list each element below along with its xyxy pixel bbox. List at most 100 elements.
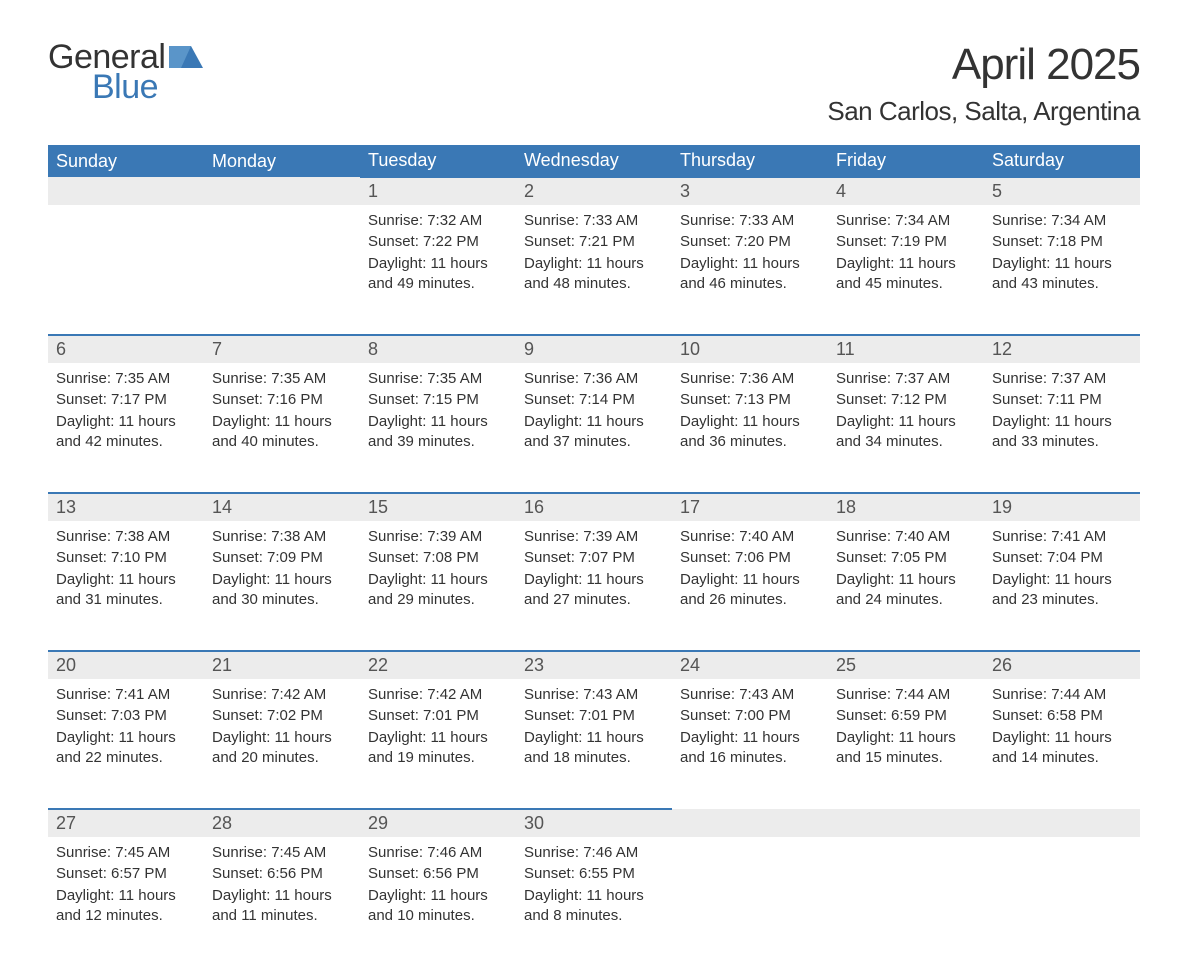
day-content: Sunrise: 7:36 AMSunset: 7:13 PMDaylight:… (672, 363, 828, 461)
day-number-cell (828, 809, 984, 837)
sunrise-line: Sunrise: 7:41 AM (56, 685, 196, 705)
sunrise-line: Sunrise: 7:43 AM (524, 685, 664, 705)
daylight-line: Daylight: 11 hours and 23 minutes. (992, 570, 1132, 611)
day-content: Sunrise: 7:46 AMSunset: 6:55 PMDaylight:… (516, 837, 672, 935)
day-content: Sunrise: 7:34 AMSunset: 7:18 PMDaylight:… (984, 205, 1140, 303)
sunrise-line: Sunrise: 7:33 AM (680, 211, 820, 231)
day-number-cell: 14 (204, 493, 360, 521)
daylight-line: Daylight: 11 hours and 20 minutes. (212, 728, 352, 769)
daylight-line: Daylight: 11 hours and 31 minutes. (56, 570, 196, 611)
weekday-header: Friday (828, 145, 984, 177)
day-content: Sunrise: 7:37 AMSunset: 7:11 PMDaylight:… (984, 363, 1140, 461)
day-content-cell: Sunrise: 7:36 AMSunset: 7:13 PMDaylight:… (672, 363, 828, 493)
sunset-line: Sunset: 6:56 PM (368, 864, 508, 884)
sunrise-line: Sunrise: 7:40 AM (836, 527, 976, 547)
day-number-cell (204, 177, 360, 205)
day-content-cell: Sunrise: 7:35 AMSunset: 7:15 PMDaylight:… (360, 363, 516, 493)
daylight-line: Daylight: 11 hours and 11 minutes. (212, 886, 352, 927)
sunset-line: Sunset: 7:21 PM (524, 232, 664, 252)
day-content-cell: Sunrise: 7:43 AMSunset: 7:00 PMDaylight:… (672, 679, 828, 809)
day-number-cell: 27 (48, 809, 204, 837)
day-content-cell: Sunrise: 7:41 AMSunset: 7:03 PMDaylight:… (48, 679, 204, 809)
sunset-line: Sunset: 6:59 PM (836, 706, 976, 726)
day-content-row: Sunrise: 7:45 AMSunset: 6:57 PMDaylight:… (48, 837, 1140, 967)
day-content-cell: Sunrise: 7:34 AMSunset: 7:18 PMDaylight:… (984, 205, 1140, 335)
day-content-row: Sunrise: 7:38 AMSunset: 7:10 PMDaylight:… (48, 521, 1140, 651)
day-content: Sunrise: 7:43 AMSunset: 7:01 PMDaylight:… (516, 679, 672, 777)
day-number-cell: 10 (672, 335, 828, 363)
page-title: April 2025 (827, 40, 1140, 90)
day-content: Sunrise: 7:32 AMSunset: 7:22 PMDaylight:… (360, 205, 516, 303)
day-number-cell: 8 (360, 335, 516, 363)
day-number-cell (672, 809, 828, 837)
daylight-line: Daylight: 11 hours and 19 minutes. (368, 728, 508, 769)
day-content: Sunrise: 7:44 AMSunset: 6:59 PMDaylight:… (828, 679, 984, 777)
sunset-line: Sunset: 6:55 PM (524, 864, 664, 884)
daylight-line: Daylight: 11 hours and 22 minutes. (56, 728, 196, 769)
sunrise-line: Sunrise: 7:35 AM (212, 369, 352, 389)
day-content: Sunrise: 7:35 AMSunset: 7:16 PMDaylight:… (204, 363, 360, 461)
daylight-line: Daylight: 11 hours and 18 minutes. (524, 728, 664, 769)
sunrise-line: Sunrise: 7:44 AM (836, 685, 976, 705)
day-content-cell (204, 205, 360, 335)
sunset-line: Sunset: 7:04 PM (992, 548, 1132, 568)
daylight-line: Daylight: 11 hours and 16 minutes. (680, 728, 820, 769)
sunrise-line: Sunrise: 7:36 AM (524, 369, 664, 389)
day-content: Sunrise: 7:34 AMSunset: 7:19 PMDaylight:… (828, 205, 984, 303)
weekday-header: Sunday (48, 145, 204, 177)
sunrise-line: Sunrise: 7:34 AM (836, 211, 976, 231)
day-content-cell: Sunrise: 7:37 AMSunset: 7:11 PMDaylight:… (984, 363, 1140, 493)
sunset-line: Sunset: 7:09 PM (212, 548, 352, 568)
day-content-cell: Sunrise: 7:40 AMSunset: 7:06 PMDaylight:… (672, 521, 828, 651)
day-content: Sunrise: 7:42 AMSunset: 7:02 PMDaylight:… (204, 679, 360, 777)
day-number-cell: 6 (48, 335, 204, 363)
sunrise-line: Sunrise: 7:45 AM (212, 843, 352, 863)
brand-logo: General Blue (48, 40, 203, 104)
sunset-line: Sunset: 7:14 PM (524, 390, 664, 410)
sunrise-line: Sunrise: 7:42 AM (212, 685, 352, 705)
sunset-line: Sunset: 7:15 PM (368, 390, 508, 410)
sunset-line: Sunset: 7:01 PM (368, 706, 508, 726)
sunset-line: Sunset: 7:00 PM (680, 706, 820, 726)
day-content-cell: Sunrise: 7:39 AMSunset: 7:07 PMDaylight:… (516, 521, 672, 651)
day-number-row: 27282930 (48, 809, 1140, 837)
day-number-cell: 29 (360, 809, 516, 837)
day-number-cell: 2 (516, 177, 672, 205)
sunrise-line: Sunrise: 7:35 AM (56, 369, 196, 389)
day-number-cell (984, 809, 1140, 837)
daylight-line: Daylight: 11 hours and 10 minutes. (368, 886, 508, 927)
day-number-row: 12345 (48, 177, 1140, 205)
sunrise-line: Sunrise: 7:45 AM (56, 843, 196, 863)
day-content: Sunrise: 7:35 AMSunset: 7:17 PMDaylight:… (48, 363, 204, 461)
day-content: Sunrise: 7:41 AMSunset: 7:03 PMDaylight:… (48, 679, 204, 777)
day-number-row: 13141516171819 (48, 493, 1140, 521)
day-content: Sunrise: 7:45 AMSunset: 6:56 PMDaylight:… (204, 837, 360, 935)
sunset-line: Sunset: 7:08 PM (368, 548, 508, 568)
day-number-cell: 20 (48, 651, 204, 679)
day-content: Sunrise: 7:41 AMSunset: 7:04 PMDaylight:… (984, 521, 1140, 619)
daylight-line: Daylight: 11 hours and 8 minutes. (524, 886, 664, 927)
day-content-cell: Sunrise: 7:37 AMSunset: 7:12 PMDaylight:… (828, 363, 984, 493)
day-number-cell: 23 (516, 651, 672, 679)
day-content: Sunrise: 7:35 AMSunset: 7:15 PMDaylight:… (360, 363, 516, 461)
day-content: Sunrise: 7:43 AMSunset: 7:00 PMDaylight:… (672, 679, 828, 777)
sunset-line: Sunset: 6:57 PM (56, 864, 196, 884)
sunrise-line: Sunrise: 7:42 AM (368, 685, 508, 705)
day-content-cell: Sunrise: 7:42 AMSunset: 7:02 PMDaylight:… (204, 679, 360, 809)
page-subtitle: San Carlos, Salta, Argentina (827, 96, 1140, 127)
day-content: Sunrise: 7:39 AMSunset: 7:08 PMDaylight:… (360, 521, 516, 619)
sunrise-line: Sunrise: 7:40 AM (680, 527, 820, 547)
day-content-cell: Sunrise: 7:42 AMSunset: 7:01 PMDaylight:… (360, 679, 516, 809)
brand-flag-icon (169, 46, 203, 72)
day-content-row: Sunrise: 7:41 AMSunset: 7:03 PMDaylight:… (48, 679, 1140, 809)
daylight-line: Daylight: 11 hours and 15 minutes. (836, 728, 976, 769)
daylight-line: Daylight: 11 hours and 42 minutes. (56, 412, 196, 453)
sunset-line: Sunset: 7:03 PM (56, 706, 196, 726)
weekday-header-row: Sunday Monday Tuesday Wednesday Thursday… (48, 145, 1140, 177)
daylight-line: Daylight: 11 hours and 46 minutes. (680, 254, 820, 295)
day-content: Sunrise: 7:33 AMSunset: 7:20 PMDaylight:… (672, 205, 828, 303)
day-number-cell (48, 177, 204, 205)
day-content: Sunrise: 7:44 AMSunset: 6:58 PMDaylight:… (984, 679, 1140, 777)
day-number-cell: 9 (516, 335, 672, 363)
day-number-cell: 1 (360, 177, 516, 205)
